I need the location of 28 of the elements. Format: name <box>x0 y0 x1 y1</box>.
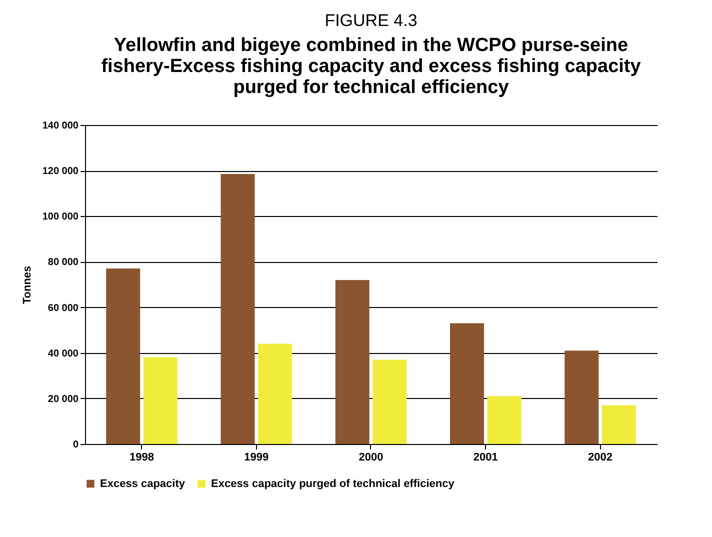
x-tick-label: 2000 <box>358 452 384 464</box>
y-tick-label: 80 000 <box>48 257 79 268</box>
y-tick-label: 40 000 <box>48 348 79 360</box>
bar <box>143 357 178 444</box>
x-tick-label: 1998 <box>130 452 154 464</box>
y-tick-label: 100 000 <box>42 212 79 223</box>
x-tick-label: 1999 <box>244 452 269 464</box>
y-tick-label: 140 000 <box>42 120 79 132</box>
bar <box>602 405 636 444</box>
bar <box>450 323 484 444</box>
y-tick-label: 0 <box>72 440 79 450</box>
legend-label: Excess capacity <box>100 478 186 490</box>
y-axis-title: Tonnes <box>21 266 34 304</box>
bar <box>564 350 599 444</box>
y-tick-label: 20 000 <box>48 394 79 405</box>
bar <box>372 360 407 444</box>
bar <box>258 344 292 444</box>
bar <box>335 280 370 444</box>
bar <box>106 268 140 444</box>
chart-subtitle: Yellowfin and bigeye combined in the WCPO purse-seine fishery-Excess fishing capacity and excess fishing capacity purged for technical efficiency <box>101 35 642 98</box>
legend-label: Excess capacity purged of technical efficiency <box>211 478 456 490</box>
x-tick-label: 2001 <box>473 452 498 464</box>
y-tick-label: 120 000 <box>42 166 79 178</box>
chart-title: FIGURE 4.3 <box>324 11 418 30</box>
bar <box>487 396 522 444</box>
y-tick-label: 60 000 <box>48 302 79 314</box>
bar <box>220 174 255 444</box>
x-tick-label: 2002 <box>588 452 612 464</box>
